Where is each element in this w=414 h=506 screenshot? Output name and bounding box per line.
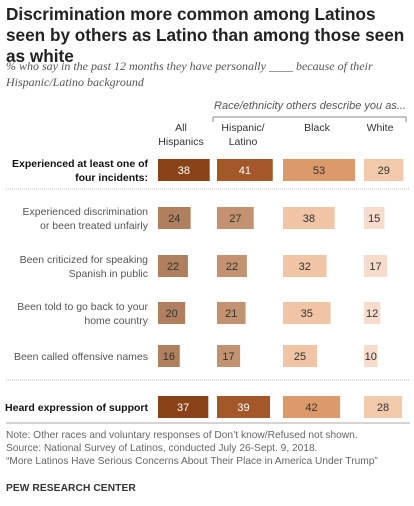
row-label: Heard expression of support bbox=[5, 402, 148, 414]
row-label: home country bbox=[84, 315, 148, 327]
chart-title: Discrimination more common among Latinos… bbox=[6, 4, 405, 66]
row-label: Experienced discrimination bbox=[23, 206, 149, 218]
bar bbox=[158, 255, 188, 277]
bar-value-label: 38 bbox=[303, 213, 315, 225]
bar bbox=[217, 302, 246, 324]
row-label: Experienced at least one of bbox=[12, 158, 148, 170]
row-label: Been criticized for speaking bbox=[20, 254, 149, 266]
bar-value-label: 41 bbox=[239, 165, 251, 177]
bar bbox=[158, 302, 186, 324]
bar bbox=[364, 207, 385, 229]
bar-value-label: 27 bbox=[229, 213, 241, 225]
bar bbox=[364, 159, 404, 181]
bar bbox=[158, 207, 191, 229]
bar-value-label: 24 bbox=[168, 213, 180, 225]
column-header-label: Black bbox=[304, 122, 330, 134]
bar bbox=[158, 159, 210, 181]
source-text: Source: National Survey of Latinos, cond… bbox=[6, 443, 318, 454]
report-title-text: “More Latinos Have Serious Concerns Abou… bbox=[6, 456, 378, 467]
bar-value-label: 28 bbox=[377, 402, 389, 414]
column-header-label: Hispanic/ bbox=[221, 122, 264, 134]
bar-value-label: 22 bbox=[226, 261, 238, 273]
column-header-label: White bbox=[367, 122, 394, 134]
org-logo-text: PEW RESEARCH CENTER bbox=[6, 483, 136, 494]
bar bbox=[158, 396, 209, 418]
bar bbox=[283, 207, 335, 229]
bar-value-label: 16 bbox=[163, 351, 175, 363]
row-label: four incidents: bbox=[75, 172, 148, 184]
bar bbox=[217, 159, 273, 181]
row-label: Spanish in public bbox=[69, 268, 148, 280]
bar bbox=[158, 345, 180, 367]
row-label: or been treated unfairly bbox=[40, 220, 149, 232]
bar bbox=[283, 302, 331, 324]
bar-value-label: 42 bbox=[305, 402, 317, 414]
bar-value-label: 22 bbox=[167, 261, 179, 273]
bar bbox=[283, 255, 327, 277]
bar bbox=[283, 159, 356, 181]
bar-value-label: 15 bbox=[368, 213, 380, 225]
note-text: Note: Other races and voluntary response… bbox=[6, 430, 358, 441]
bar bbox=[364, 302, 381, 324]
bar bbox=[364, 396, 403, 418]
bar-value-label: 32 bbox=[299, 261, 311, 273]
bar bbox=[217, 345, 241, 367]
column-header-label: Hispanics bbox=[158, 136, 204, 148]
bar bbox=[283, 345, 317, 367]
bar-value-label: 21 bbox=[225, 308, 237, 320]
bar-value-label: 37 bbox=[177, 402, 189, 414]
bar-value-label: 39 bbox=[237, 402, 249, 414]
bar-value-label: 53 bbox=[313, 165, 325, 177]
column-header-label: All bbox=[175, 122, 187, 134]
bar bbox=[217, 207, 254, 229]
bar bbox=[217, 255, 247, 277]
column-header-label: Latino bbox=[229, 136, 258, 148]
bar-value-label: 12 bbox=[366, 308, 378, 320]
group-header-label: Race/ethnicity others describe you as... bbox=[214, 100, 406, 112]
bar bbox=[217, 396, 271, 418]
bar-value-label: 17 bbox=[222, 351, 234, 363]
bar-value-label: 29 bbox=[378, 165, 390, 177]
bar bbox=[283, 396, 341, 418]
bar-value-label: 35 bbox=[301, 308, 313, 320]
bar-value-label: 10 bbox=[365, 351, 377, 363]
bar-value-label: 38 bbox=[178, 165, 190, 177]
row-label: Been called offensive names bbox=[14, 351, 148, 363]
bar-value-label: 25 bbox=[294, 351, 306, 363]
bar bbox=[364, 255, 388, 277]
bar bbox=[364, 345, 378, 367]
row-label: Been told to go back to your bbox=[17, 301, 148, 313]
chart-subtitle: % who say in the past 12 months they hav… bbox=[6, 59, 373, 89]
bar-value-label: 20 bbox=[165, 308, 177, 320]
bar-value-label: 17 bbox=[369, 261, 381, 273]
